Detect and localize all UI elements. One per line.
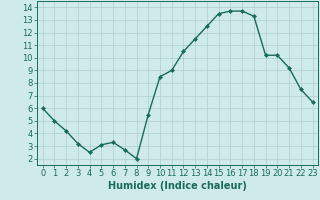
X-axis label: Humidex (Indice chaleur): Humidex (Indice chaleur) <box>108 181 247 191</box>
